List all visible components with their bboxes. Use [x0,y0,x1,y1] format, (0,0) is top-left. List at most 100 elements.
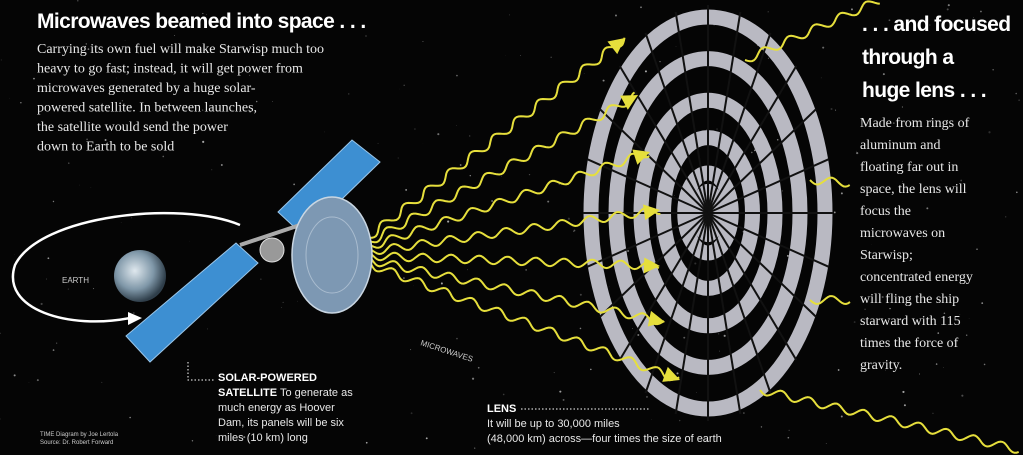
star [568,218,570,220]
star [33,78,35,80]
star [782,190,783,191]
star [590,369,592,371]
star [981,302,983,304]
star [831,108,833,110]
star [777,139,779,141]
star [1005,216,1006,217]
star [221,164,223,166]
star [984,364,986,366]
star [856,152,858,154]
star [835,110,836,111]
star [676,372,678,374]
star [947,8,949,10]
star [559,391,561,393]
star [293,184,295,186]
body-text: microwaves on [860,226,945,241]
satellite-title: SOLAR-POWERED [218,372,317,384]
star [520,55,521,56]
star [743,412,745,414]
star [129,417,131,419]
star [826,443,827,444]
star [864,309,865,310]
star [937,332,939,334]
star [789,430,790,431]
star [202,141,204,143]
star [437,133,439,135]
star [366,442,368,444]
body-text: floating far out in [860,160,958,175]
star [856,151,857,152]
star [365,36,366,37]
star [834,212,836,214]
star [403,277,405,279]
star [403,85,404,86]
body-text: will fling the ship [860,292,959,307]
star [902,391,904,393]
star [902,106,903,107]
lens-text: (48,000 km) across—four times the size o… [487,433,722,445]
star [645,70,647,72]
star [768,11,769,12]
star [926,207,928,209]
body-text: concentrated energy [860,270,973,285]
credit: TIME Diagram by Joe Lertola [40,432,119,438]
earth-label: EARTH [62,276,89,285]
star [411,412,413,414]
star [91,187,92,188]
star [851,8,853,10]
body-text: focus the [860,204,911,219]
heading: huge lens . . . [862,79,986,102]
body-text: Carrying its own fuel will make Starwisp… [37,42,324,57]
star [77,0,79,1]
body-text: space, the lens will [860,182,967,197]
star [426,437,428,439]
star [297,301,298,302]
star [41,303,43,305]
star [212,170,213,171]
star [550,57,551,58]
star [841,416,843,418]
star [674,195,675,196]
star [281,307,282,308]
satellite-text: To generate as [280,387,353,399]
infographic: EARTH MICROWAVES Microwaves beamed into … [0,0,1023,455]
star [509,15,510,16]
star [632,328,633,329]
body-text: Starwisp; [860,248,913,263]
star [525,269,527,271]
star [162,156,164,158]
star [529,174,530,175]
star [694,262,696,264]
star [1,59,2,60]
star [272,101,273,102]
star [584,73,585,74]
star [414,129,415,130]
star [768,58,769,59]
star [961,395,963,397]
star [174,35,175,36]
star [207,328,208,329]
star [854,321,856,323]
star [93,288,94,289]
star [679,420,680,421]
satellite-text: miles (10 km) long [218,432,308,444]
star [101,382,102,383]
star [646,396,648,398]
star [615,15,617,17]
star [125,40,126,41]
star [718,333,719,334]
body-text: Made from rings of [860,116,970,131]
star [932,413,933,414]
star [988,131,990,133]
star [754,150,756,152]
star [56,343,57,344]
star [1016,191,1018,193]
star [410,349,411,350]
star [948,4,950,6]
star [53,201,54,202]
star [216,435,217,436]
star [79,185,80,186]
star [761,426,762,427]
body-text: aluminum and [860,138,941,153]
star [696,392,697,393]
